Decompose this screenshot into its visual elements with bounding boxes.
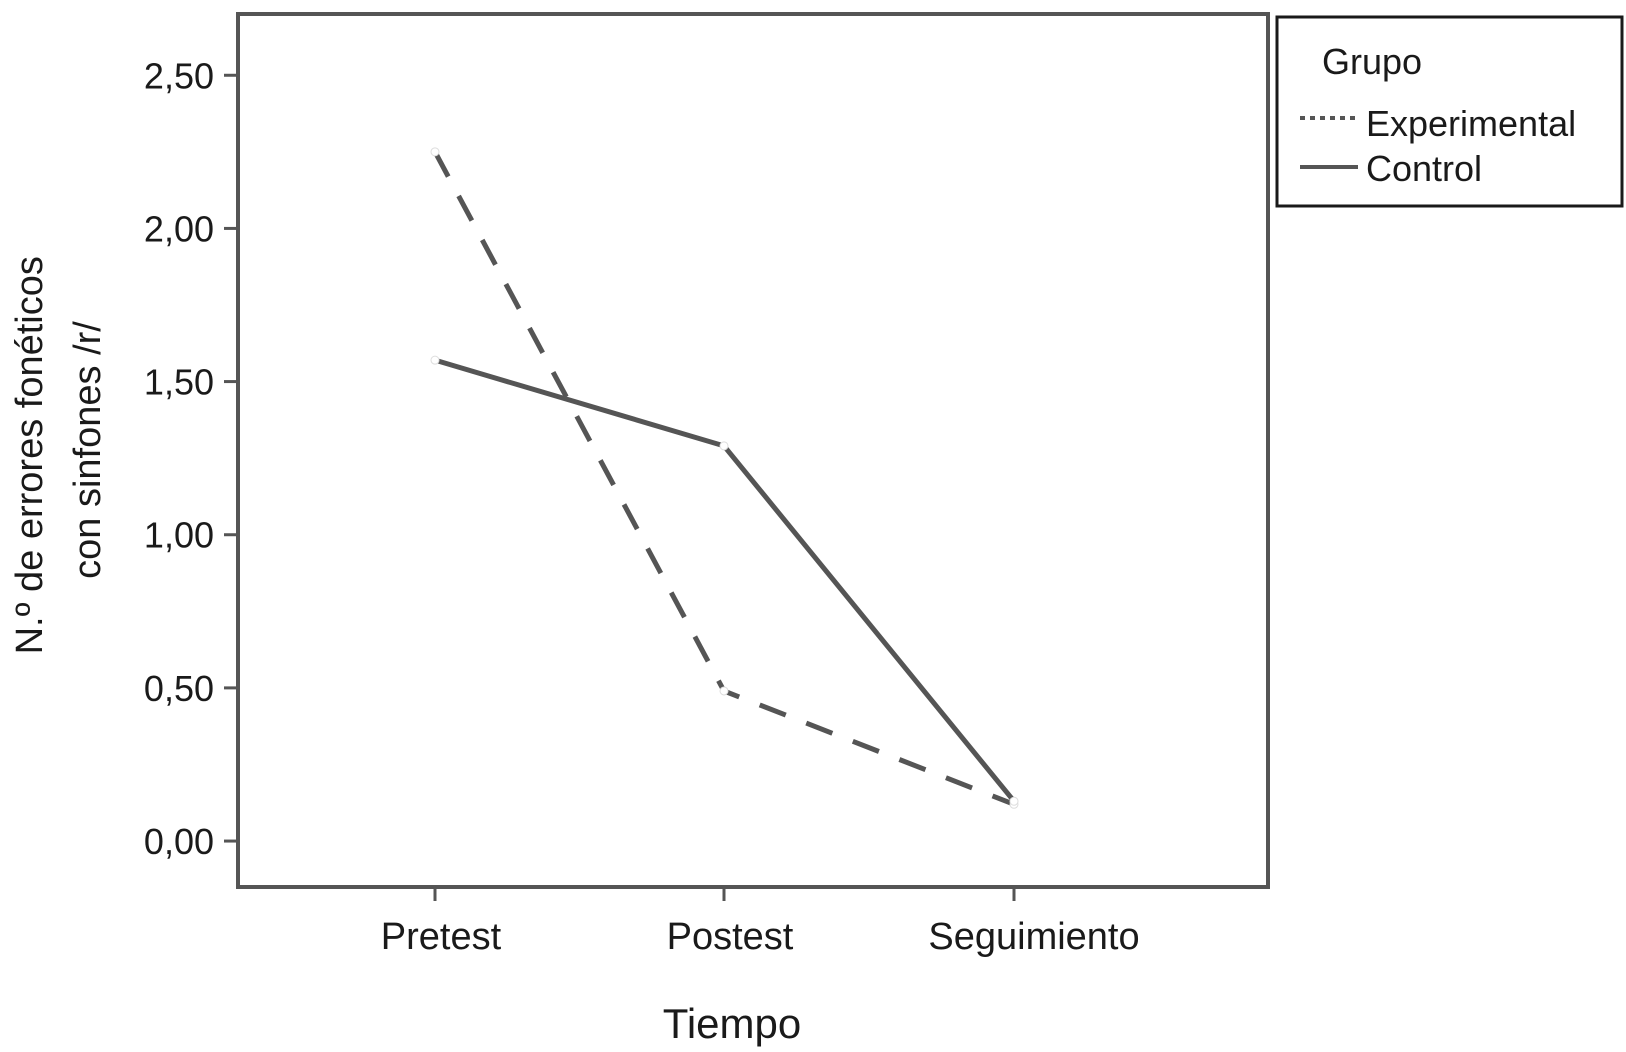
data-point-experimental: [430, 147, 440, 157]
y-axis-label: N.º de errores fonéticos con sinfones /r…: [9, 246, 109, 655]
x-axis-label: Tiempo: [663, 1000, 802, 1047]
y-tick-label: 0,50: [144, 668, 214, 709]
data-point-control: [430, 355, 440, 365]
data-point-control: [719, 441, 729, 451]
y-axis-label-line-2: con sinfones /r/: [67, 321, 109, 579]
legend: Grupo Experimental Control: [1275, 15, 1624, 208]
legend-box: [1275, 15, 1624, 208]
y-tick-label: 2,50: [144, 55, 214, 96]
y-tick-label: 2,00: [144, 208, 214, 249]
plot-area: [236, 12, 1270, 889]
y-tick-label: 1,00: [144, 515, 214, 556]
legend-title: Grupo: [1322, 41, 1422, 82]
y-tick-label: 0,00: [144, 821, 214, 862]
x-tick-label: Postest: [667, 916, 794, 958]
legend-label-experimental: Experimental: [1366, 103, 1576, 144]
data-point-experimental: [719, 686, 729, 696]
x-tick-label: Seguimiento: [928, 916, 1139, 958]
legend-label-control: Control: [1366, 148, 1482, 189]
x-axis: Pretest Postest Seguimiento: [381, 887, 1140, 958]
y-tick-label: 1,50: [144, 362, 214, 403]
x-tick-label: Pretest: [381, 916, 502, 958]
data-point-control: [1009, 796, 1019, 806]
y-axis-label-line-1: N.º de errores fonéticos: [9, 256, 51, 654]
series-layer: [430, 147, 1019, 809]
y-axis: 0,00 0,50 1,00 1,50 2,00 2,50: [144, 55, 238, 862]
